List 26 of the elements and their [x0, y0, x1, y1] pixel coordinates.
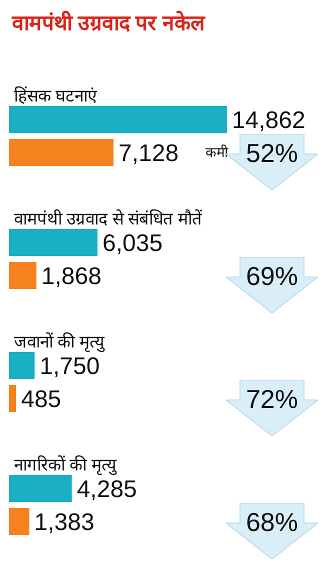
y-tick-label: वामपंथी उग्रवाद से संबंधित मौतें — [14, 208, 202, 228]
data-label: 14,862 — [232, 107, 306, 134]
bar — [9, 139, 114, 166]
data-label: 1,868 — [41, 263, 102, 290]
text: 68% — [244, 506, 300, 538]
data-label: 1,383 — [34, 509, 94, 536]
bar — [9, 352, 35, 379]
y-tick-label: हिंसक घटनाएं — [14, 86, 98, 106]
data-label: 485 — [21, 386, 62, 414]
data-label: 6,035 — [102, 230, 163, 258]
bar — [9, 229, 98, 256]
bar — [9, 385, 16, 412]
y-tick-label: जवानों की मृत्यु — [14, 332, 106, 352]
y-tick-label: नागरिकों की मृत्यु — [14, 454, 118, 476]
data-label: 1,750 — [40, 353, 100, 380]
chart-title: वामपंथी उग्रवाद पर नकेल — [10, 10, 206, 37]
bar — [9, 106, 227, 133]
annotation: कमी — [206, 143, 229, 161]
text: 72% — [244, 384, 300, 414]
text: 69% — [244, 260, 300, 292]
text: 52% — [246, 138, 298, 168]
data-label: 7,128 — [118, 140, 179, 168]
data-label: 4,285 — [76, 476, 137, 504]
bar — [9, 475, 72, 502]
bar — [9, 508, 30, 535]
bar — [9, 262, 36, 289]
